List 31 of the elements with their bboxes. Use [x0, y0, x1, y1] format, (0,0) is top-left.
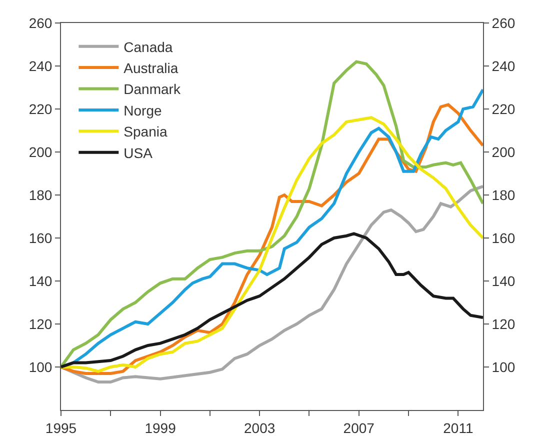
y-tick-label: 200	[28, 144, 52, 160]
y2-tick-label: 220	[492, 100, 516, 117]
x-tick-label: 1999	[144, 420, 176, 436]
y-tick-label: 240	[28, 58, 52, 74]
y2-tick-label: 200	[492, 144, 516, 160]
legend-label: USA	[124, 144, 154, 161]
y-tick-label: 120	[28, 316, 52, 332]
y-tick-label: 140	[28, 272, 52, 289]
x-tick-label: 2011	[443, 420, 474, 436]
y2-tick-label: 140	[492, 272, 516, 289]
y-tick-label: 180	[28, 186, 52, 203]
y-tick-label: 260	[28, 14, 52, 31]
legend-label: Canada	[124, 38, 173, 55]
y2-tick-label: 160	[492, 230, 516, 246]
line-series	[61, 184, 483, 384]
y2-tick-label: 120	[492, 316, 516, 332]
legend-label: Spania	[124, 124, 168, 140]
y-tick-label: 100	[28, 358, 52, 375]
x-tick-label: 1995	[45, 420, 77, 436]
y-tick-label: 160	[28, 230, 52, 246]
y2-tick-label: 180	[492, 186, 516, 203]
x-tick-label: 2007	[343, 420, 375, 436]
legend-label: Danmark	[124, 81, 182, 98]
legend-label: Australia	[124, 60, 178, 76]
y2-tick-label: 100	[492, 358, 516, 375]
legend-label: Norge	[124, 102, 162, 118]
y2-tick-label: 260	[492, 14, 516, 31]
y-tick-label: 220	[28, 100, 52, 117]
y2-tick-label: 240	[492, 58, 516, 74]
line-series	[61, 232, 483, 368]
x-tick-label: 2003	[244, 420, 276, 436]
